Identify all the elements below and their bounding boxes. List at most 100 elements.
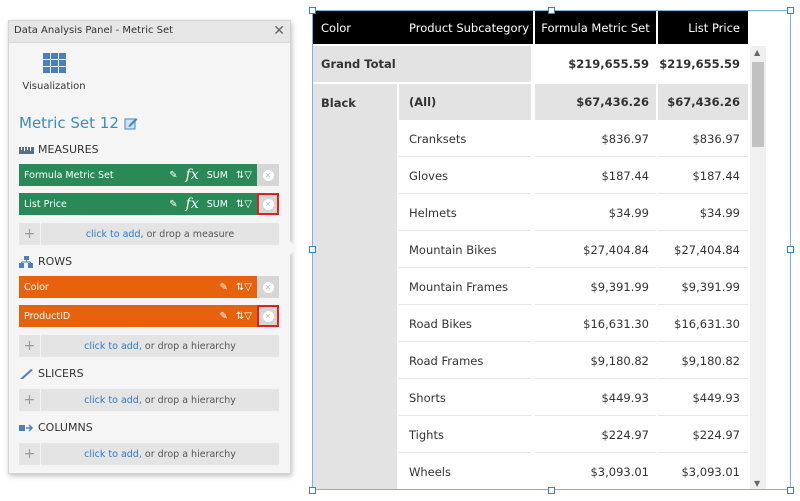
sort-filter-icon[interactable]: ⇅▽ bbox=[235, 310, 252, 322]
measure-drop-zone[interactable]: + click to add, or drop a measure bbox=[19, 223, 279, 245]
visualization-label: Visualization bbox=[22, 81, 86, 92]
remove-measure-button-highlighted[interactable]: ✕ bbox=[257, 193, 279, 215]
pivot-table[interactable]: Color Product Subcategory Formula Metric… bbox=[312, 10, 791, 490]
formula-cell: $27,404.84 bbox=[535, 233, 656, 268]
edit-pencil-icon[interactable]: ✎ bbox=[219, 281, 228, 293]
list-price-cell: $224.97 bbox=[658, 418, 748, 453]
plus-icon[interactable]: + bbox=[19, 335, 41, 357]
row-label: ProductID bbox=[24, 310, 71, 322]
subcategory-cell: Gloves bbox=[399, 159, 531, 194]
click-to-add-link[interactable]: click to add, bbox=[85, 228, 144, 240]
subcategory-cell: Mountain Frames bbox=[399, 270, 531, 305]
row-pill-color[interactable]: Color ✎ ⇅▽ bbox=[19, 276, 257, 298]
formula-cell: $9,180.82 bbox=[535, 344, 656, 379]
header-row-group bbox=[313, 11, 533, 44]
remove-row-button[interactable]: ✕ bbox=[257, 276, 279, 298]
all-list-price: $67,436.26 bbox=[658, 84, 748, 120]
rows-section-label: ROWS bbox=[19, 255, 72, 268]
click-to-add-link[interactable]: click to add, bbox=[84, 340, 142, 352]
aggregation-sum[interactable]: SUM bbox=[206, 169, 228, 181]
close-circle-icon: ✕ bbox=[262, 169, 274, 181]
subcategory-cell: Road Frames bbox=[399, 344, 531, 379]
list-price-cell: $187.44 bbox=[658, 159, 748, 194]
header-formula-metric-set[interactable]: Formula Metric Set bbox=[535, 11, 656, 44]
measure-label: Formula Metric Set bbox=[24, 169, 114, 181]
click-to-add-link[interactable]: click to add, bbox=[84, 448, 142, 460]
grid-icon bbox=[42, 53, 66, 73]
close-circle-icon: ✕ bbox=[262, 281, 274, 293]
measure-label: List Price bbox=[24, 198, 67, 210]
formula-cell: $9,391.99 bbox=[535, 270, 656, 305]
measure-pill-formula-metric-set[interactable]: Formula Metric Set ✎ fx SUM ⇅▽ bbox=[19, 164, 257, 186]
header-product-subcategory[interactable]: Product Subcategory bbox=[409, 20, 530, 35]
drop-hint: or drop a measure bbox=[146, 228, 235, 240]
resize-handle-right[interactable] bbox=[787, 246, 794, 253]
resize-handle-top[interactable] bbox=[548, 7, 555, 14]
scroll-thumb[interactable] bbox=[752, 62, 764, 147]
close-circle-icon: ✕ bbox=[262, 198, 274, 210]
plus-icon[interactable]: + bbox=[19, 389, 41, 411]
subcategory-cell: Tights bbox=[399, 418, 531, 453]
list-price-cell: $836.97 bbox=[658, 122, 748, 157]
visualization-button[interactable]: Visualization bbox=[22, 53, 86, 92]
sort-filter-icon[interactable]: ⇅▽ bbox=[235, 281, 252, 293]
grand-total-formula: $219,655.59 bbox=[568, 57, 649, 71]
edit-pencil-icon[interactable]: ✎ bbox=[219, 310, 228, 322]
resize-handle-bottom-right[interactable] bbox=[787, 487, 794, 494]
formula-fx-icon[interactable]: fx bbox=[185, 196, 199, 212]
remove-row-button-highlighted[interactable]: ✕ bbox=[257, 305, 279, 327]
formula-fx-icon[interactable]: fx bbox=[185, 167, 199, 183]
formula-cell: $224.97 bbox=[535, 418, 656, 453]
row-pill-productid[interactable]: ProductID ✎ ⇅▽ bbox=[19, 305, 257, 327]
remove-measure-button[interactable]: ✕ bbox=[257, 164, 279, 186]
formula-cell: $34.99 bbox=[535, 196, 656, 231]
slicer-drop-zone[interactable]: + click to add, or drop a hierarchy bbox=[19, 389, 279, 411]
measures-section-label: MEASURES bbox=[19, 143, 99, 156]
close-icon[interactable]: ✕ bbox=[273, 23, 285, 39]
header-list-price[interactable]: List Price bbox=[658, 11, 748, 44]
sort-filter-icon[interactable]: ⇅▽ bbox=[235, 198, 252, 210]
scroll-up-icon[interactable]: ▲ bbox=[754, 48, 761, 57]
aggregation-sum[interactable]: SUM bbox=[206, 198, 228, 210]
grand-total-list-price: $219,655.59 bbox=[659, 57, 740, 71]
resize-handle-bottom-left[interactable] bbox=[309, 487, 316, 494]
edit-pencil-icon[interactable]: ✎ bbox=[169, 198, 178, 210]
header-color[interactable]: Color bbox=[321, 20, 352, 35]
panel-header: Data Analysis Panel - Metric Set ✕ bbox=[9, 21, 290, 43]
vertical-scrollbar[interactable]: ▲ ▼ bbox=[750, 46, 766, 489]
group-color-black: Black bbox=[313, 84, 397, 489]
edit-pencil-icon[interactable] bbox=[124, 116, 138, 130]
grand-total-label: Grand Total bbox=[313, 46, 531, 82]
slicers-label: SLICERS bbox=[38, 367, 84, 380]
metric-set-title: Metric Set 12 bbox=[19, 114, 138, 132]
sort-filter-icon[interactable]: ⇅▽ bbox=[235, 169, 252, 181]
list-price-cell: $9,391.99 bbox=[658, 270, 748, 305]
list-price-cell: $27,404.84 bbox=[658, 233, 748, 268]
all-formula: $67,436.26 bbox=[535, 84, 656, 120]
resize-handle-bottom[interactable] bbox=[548, 487, 555, 494]
plus-icon[interactable]: + bbox=[19, 223, 41, 245]
data-analysis-panel: Data Analysis Panel - Metric Set ✕ Visua… bbox=[8, 20, 291, 474]
row-drop-zone[interactable]: + click to add, or drop a hierarchy bbox=[19, 335, 279, 357]
resize-handle-top-right[interactable] bbox=[787, 7, 794, 14]
measure-pill-list-price[interactable]: List Price ✎ fx SUM ⇅▽ bbox=[19, 193, 257, 215]
scroll-down-icon[interactable]: ▼ bbox=[754, 479, 761, 488]
close-circle-icon: ✕ bbox=[262, 310, 274, 322]
hierarchy-icon bbox=[19, 255, 33, 268]
column-drop-zone[interactable]: + click to add, or drop a hierarchy bbox=[19, 443, 279, 465]
panel-title: Data Analysis Panel - Metric Set bbox=[14, 25, 174, 36]
formula-cell: $449.93 bbox=[535, 381, 656, 416]
plus-icon[interactable]: + bbox=[19, 443, 41, 465]
edit-pencil-icon[interactable]: ✎ bbox=[169, 169, 178, 181]
resize-handle-left[interactable] bbox=[309, 246, 316, 253]
subcategory-cell: Wheels bbox=[399, 455, 531, 489]
click-to-add-link[interactable]: click to add, bbox=[84, 394, 142, 406]
columns-section-label: COLUMNS bbox=[19, 421, 93, 434]
list-price-cell: $449.93 bbox=[658, 381, 748, 416]
rows-label: ROWS bbox=[38, 255, 73, 268]
resize-handle-top-left[interactable] bbox=[309, 7, 316, 14]
list-price-cell: $34.99 bbox=[658, 196, 748, 231]
subcategory-cell: Mountain Bikes bbox=[399, 233, 531, 268]
subcategory-cell: Cranksets bbox=[399, 122, 531, 157]
columns-icon bbox=[19, 423, 34, 432]
